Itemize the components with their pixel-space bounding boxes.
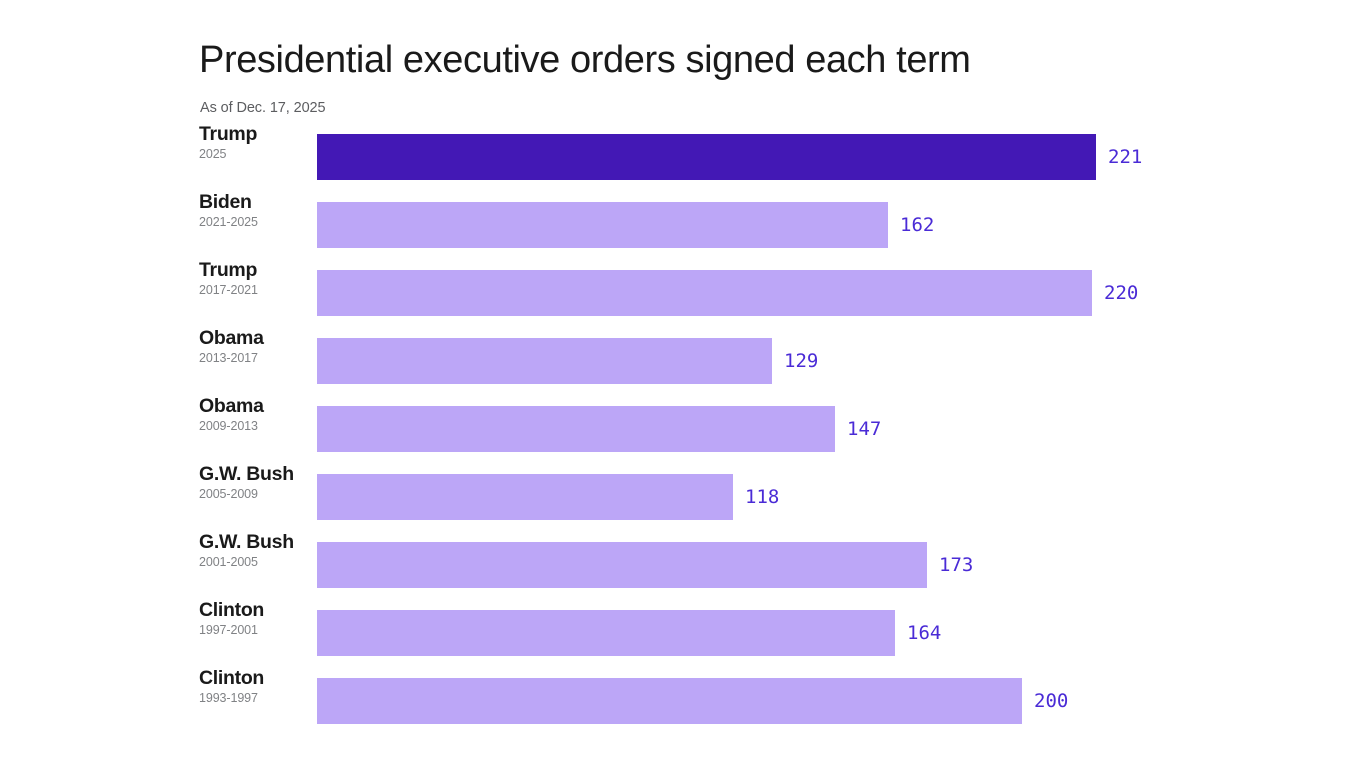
bar-track: 173 xyxy=(317,542,1366,588)
bar-row-president-name: G.W. Bush xyxy=(199,531,294,553)
bar-row[interactable]: Obama 2013-2017 129 xyxy=(0,327,1366,406)
bar-value-label: 173 xyxy=(939,554,974,576)
bar-row-term-years: 2001-2005 xyxy=(199,555,258,569)
bar-value-label: 220 xyxy=(1104,282,1139,304)
bar-track: 118 xyxy=(317,474,1366,520)
bar-row-label-group: Obama 2013-2017 xyxy=(199,327,309,366)
bar[interactable] xyxy=(317,134,1096,180)
bar[interactable] xyxy=(317,338,772,384)
bar-row[interactable]: Obama 2009-2013 147 xyxy=(0,395,1366,474)
bar-row-president-name: G.W. Bush xyxy=(199,463,294,485)
bar-row-label-group: G.W. Bush 2001-2005 xyxy=(199,531,309,570)
bar[interactable] xyxy=(317,406,835,452)
bar-row-label-group: G.W. Bush 2005-2009 xyxy=(199,463,309,502)
bar-row-label-group: Obama 2009-2013 xyxy=(199,395,309,434)
bar[interactable] xyxy=(317,474,733,520)
bar-value-label: 162 xyxy=(900,214,935,236)
bar[interactable] xyxy=(317,542,927,588)
bar-track: 220 xyxy=(317,270,1366,316)
bar[interactable] xyxy=(317,678,1022,724)
bar-value-label: 147 xyxy=(847,418,882,440)
bar-value-label: 200 xyxy=(1034,690,1069,712)
bar-row[interactable]: Biden 2021-2025 162 xyxy=(0,191,1366,270)
bar-value-label: 118 xyxy=(745,486,780,508)
bar-row[interactable]: Clinton 1993-1997 200 xyxy=(0,667,1366,746)
bar-row-term-years: 2017-2021 xyxy=(199,283,258,297)
bar-row[interactable]: G.W. Bush 2001-2005 173 xyxy=(0,531,1366,610)
bar-row-term-years: 2005-2009 xyxy=(199,487,258,501)
bar-row-term-years: 2021-2025 xyxy=(199,215,258,229)
bar-row-term-years: 2025 xyxy=(199,147,227,161)
bar-row-president-name: Obama xyxy=(199,327,264,349)
bar-row[interactable]: G.W. Bush 2005-2009 118 xyxy=(0,463,1366,542)
bar-row-label-group: Biden 2021-2025 xyxy=(199,191,309,230)
bar-row[interactable]: Clinton 1997-2001 164 xyxy=(0,599,1366,678)
bar-row-label-group: Trump 2017-2021 xyxy=(199,259,309,298)
bar-value-label: 129 xyxy=(784,350,819,372)
bar-row-president-name: Trump xyxy=(199,123,258,145)
bar-row-term-years: 2013-2017 xyxy=(199,351,258,365)
bar[interactable] xyxy=(317,270,1092,316)
chart-title: Presidential executive orders signed eac… xyxy=(199,39,971,81)
bar-row-president-name: Trump xyxy=(199,259,258,281)
bar[interactable] xyxy=(317,202,888,248)
bar-track: 129 xyxy=(317,338,1366,384)
bar-row[interactable]: Trump 2025 221 xyxy=(0,123,1366,202)
bar-track: 164 xyxy=(317,610,1366,656)
bar-row-president-name: Clinton xyxy=(199,667,265,689)
bar-rows: Trump 2025 221 Biden 2021-2025 162 Trump 2017-2… xyxy=(0,123,1366,746)
bar-value-label: 221 xyxy=(1108,146,1143,168)
bar[interactable] xyxy=(317,610,895,656)
bar-track: 147 xyxy=(317,406,1366,452)
bar-track: 221 xyxy=(317,134,1366,180)
bar-row-label-group: Trump 2025 xyxy=(199,123,309,162)
bar-row-president-name: Obama xyxy=(199,395,264,417)
bar-row-president-name: Clinton xyxy=(199,599,265,621)
bar-row-term-years: 2009-2013 xyxy=(199,419,258,433)
bar-row-label-group: Clinton 1997-2001 xyxy=(199,599,309,638)
bar-track: 162 xyxy=(317,202,1366,248)
bar-track: 200 xyxy=(317,678,1366,724)
bar-row-term-years: 1993-1997 xyxy=(199,691,258,705)
bar-value-label: 164 xyxy=(907,622,942,644)
bar-row[interactable]: Trump 2017-2021 220 xyxy=(0,259,1366,338)
bar-row-label-group: Clinton 1993-1997 xyxy=(199,667,309,706)
bar-row-president-name: Biden xyxy=(199,191,252,213)
chart-subtitle: As of Dec. 17, 2025 xyxy=(200,100,326,116)
bar-row-term-years: 1997-2001 xyxy=(199,623,258,637)
